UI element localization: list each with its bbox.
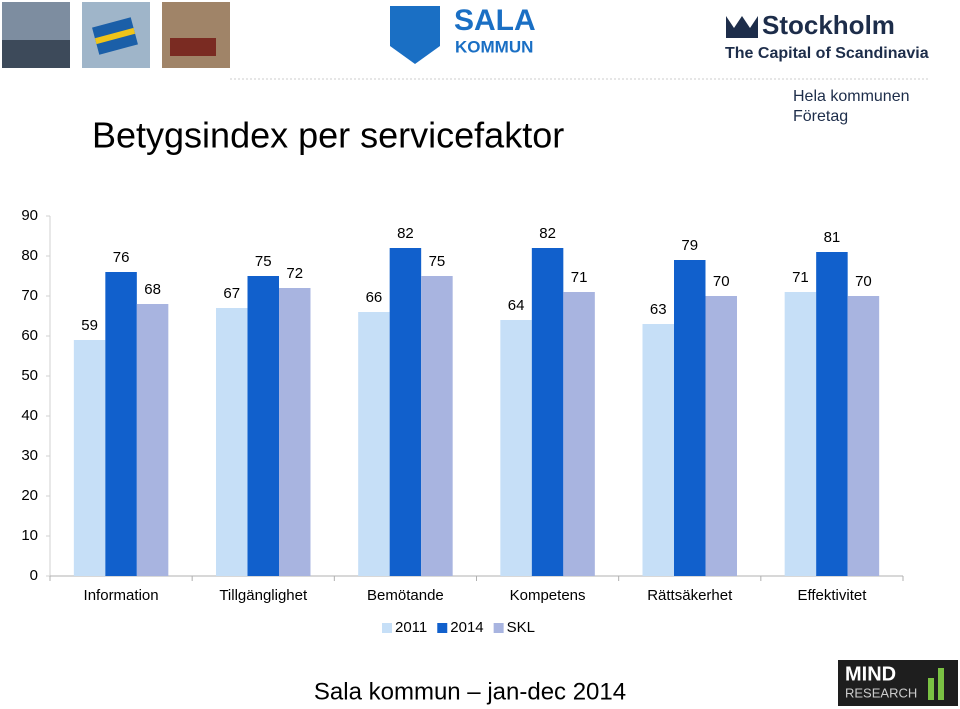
logo-bar bbox=[938, 668, 944, 700]
chart-title: Betygsindex per servicefaktor bbox=[92, 115, 564, 156]
data-label: 70 bbox=[855, 273, 872, 290]
data-label: 79 bbox=[681, 237, 698, 254]
y-tick-label: 80 bbox=[21, 247, 38, 264]
logo-crown bbox=[726, 16, 758, 38]
data-label: 66 bbox=[366, 289, 383, 306]
y-tick-label: 90 bbox=[21, 207, 38, 224]
bar bbox=[674, 260, 706, 576]
x-tick-label: Tillgänglighet bbox=[219, 587, 308, 604]
data-label: 82 bbox=[539, 225, 556, 242]
data-label: 71 bbox=[792, 269, 809, 286]
x-tick-label: Bemötande bbox=[367, 587, 444, 604]
bar bbox=[563, 292, 595, 576]
y-tick-label: 70 bbox=[21, 287, 38, 304]
y-tick-label: 30 bbox=[21, 447, 38, 464]
data-label: 64 bbox=[508, 297, 525, 314]
x-tick-label: Effektivitet bbox=[797, 587, 867, 604]
photo-detail bbox=[2, 40, 70, 68]
data-label: 75 bbox=[429, 253, 446, 270]
bar bbox=[847, 296, 880, 576]
legend-label: 2011 bbox=[395, 619, 427, 636]
data-label: 63 bbox=[650, 301, 667, 318]
data-label: 71 bbox=[571, 269, 588, 286]
bar bbox=[279, 288, 311, 576]
data-label: 72 bbox=[286, 265, 303, 282]
data-label: 70 bbox=[713, 273, 730, 290]
bar bbox=[816, 252, 848, 576]
chart: 0 10 20 30 40 50 60 70 80 90 Information 59 76 68 Till… bbox=[21, 207, 904, 636]
legend-swatch bbox=[493, 623, 504, 633]
logo-text: RESEARCH bbox=[845, 685, 917, 700]
y-tick-label: 60 bbox=[21, 327, 38, 344]
scope-text: Hela kommunen bbox=[793, 88, 910, 105]
photo-flag bbox=[94, 27, 136, 45]
bar bbox=[500, 320, 532, 576]
logo-text: The Capital of Scandinavia bbox=[725, 45, 929, 62]
bar bbox=[358, 312, 390, 576]
bar bbox=[105, 272, 137, 576]
bar bbox=[531, 248, 564, 576]
logo-shield bbox=[390, 6, 440, 64]
y-tick-label: 10 bbox=[21, 527, 38, 544]
bar bbox=[73, 340, 106, 576]
legend-swatch bbox=[382, 623, 392, 633]
data-label: 81 bbox=[824, 229, 841, 246]
logo-text: KOMMUN bbox=[455, 37, 533, 56]
legend-label: SKL bbox=[507, 619, 535, 636]
data-label: 75 bbox=[255, 253, 272, 270]
photo bbox=[162, 2, 230, 68]
footer-caption: Sala kommun – jan-dec 2014 bbox=[314, 678, 626, 705]
data-label: 68 bbox=[144, 281, 161, 298]
bar bbox=[421, 276, 453, 576]
data-label: 82 bbox=[397, 225, 414, 242]
x-tick-label: Information bbox=[84, 587, 159, 604]
legend-label: 2014 bbox=[450, 619, 483, 636]
photo-sign bbox=[170, 38, 216, 56]
logo-text: SALA bbox=[454, 4, 536, 37]
bar bbox=[784, 292, 817, 576]
data-label: 59 bbox=[81, 317, 98, 334]
scope-text: Företag bbox=[793, 108, 848, 125]
y-tick-label: 20 bbox=[21, 487, 38, 504]
logo-text: MIND bbox=[845, 663, 896, 685]
logo-bar bbox=[928, 678, 934, 700]
x-tick-label: Rättsäkerhet bbox=[647, 587, 733, 604]
bar bbox=[216, 308, 248, 576]
logo-text: Stockholm bbox=[762, 10, 895, 40]
y-tick-label: 0 bbox=[30, 567, 38, 584]
y-tick-label: 40 bbox=[21, 407, 38, 424]
x-tick-label: Kompetens bbox=[510, 587, 586, 604]
bar bbox=[247, 276, 279, 576]
data-label: 76 bbox=[113, 249, 130, 266]
bar bbox=[705, 296, 737, 576]
data-label: 67 bbox=[223, 285, 240, 302]
y-tick-label: 50 bbox=[21, 367, 38, 384]
bar bbox=[389, 248, 422, 576]
legend-swatch bbox=[437, 623, 448, 633]
bar bbox=[136, 304, 169, 576]
bar bbox=[642, 324, 674, 576]
